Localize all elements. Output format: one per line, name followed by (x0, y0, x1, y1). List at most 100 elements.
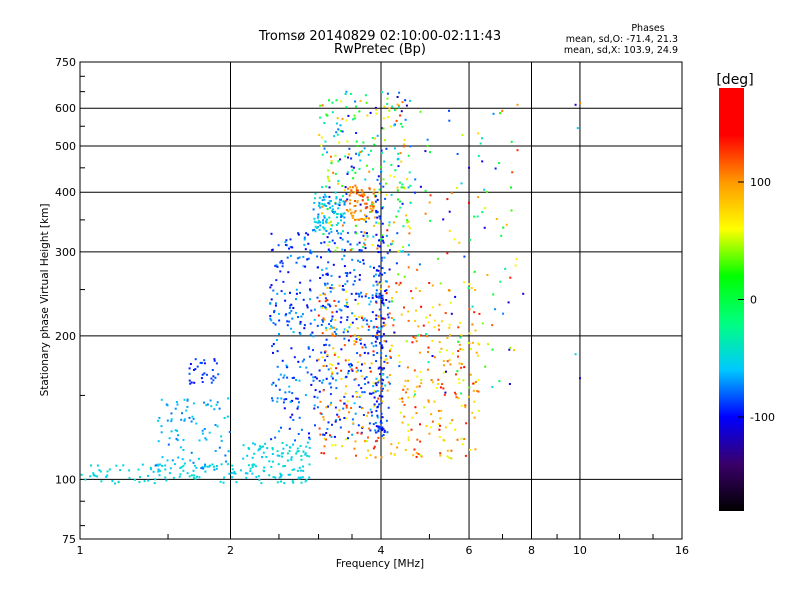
data-point (495, 218, 498, 220)
data-point (280, 480, 283, 483)
data-point (382, 117, 385, 120)
data-point (335, 457, 337, 460)
y-tick-label: 600 (55, 102, 76, 115)
data-point (362, 234, 365, 237)
data-point (413, 369, 416, 372)
data-point (340, 378, 343, 380)
data-point (356, 369, 359, 372)
data-point (265, 456, 268, 458)
data-point (288, 320, 291, 323)
data-point (303, 236, 306, 239)
data-point (464, 404, 467, 407)
data-point (396, 103, 399, 106)
data-point (288, 312, 291, 315)
data-point (367, 381, 370, 384)
data-point (327, 261, 330, 264)
data-point (398, 365, 401, 368)
data-point (312, 349, 314, 352)
data-point (388, 224, 391, 227)
data-point (448, 422, 451, 425)
data-point (331, 334, 334, 337)
data-point (446, 198, 449, 201)
data-point (397, 442, 400, 445)
x-tick-label: 6 (466, 544, 473, 557)
data-point (379, 426, 382, 429)
data-point (186, 472, 189, 475)
data-point (412, 454, 415, 457)
data-point (375, 326, 378, 328)
data-point (401, 183, 404, 186)
data-point (382, 317, 385, 320)
data-point (407, 266, 410, 269)
data-point (281, 452, 284, 455)
data-point (180, 418, 183, 421)
data-point (323, 437, 326, 440)
data-point (481, 322, 484, 325)
data-point (188, 372, 191, 375)
x-tick-labels: 1 2 4 6 8 10 16 (77, 544, 690, 557)
data-point (168, 472, 171, 475)
data-point (295, 311, 297, 314)
data-point (183, 418, 186, 421)
data-point (166, 459, 169, 462)
data-point (320, 144, 323, 147)
data-point (404, 448, 407, 451)
data-point (402, 388, 405, 391)
data-point (360, 249, 363, 252)
data-point (326, 175, 329, 178)
data-point (370, 411, 373, 414)
data-point (321, 199, 324, 202)
data-point (334, 249, 337, 252)
data-point (171, 459, 174, 462)
data-point (177, 456, 180, 459)
data-point (192, 402, 195, 405)
data-point (459, 348, 462, 351)
data-point (393, 109, 396, 112)
data-point (96, 464, 99, 467)
data-point (360, 337, 363, 340)
data-point (323, 198, 326, 201)
data-point (450, 312, 453, 315)
data-point (415, 340, 418, 343)
data-point (288, 247, 291, 250)
data-point (380, 166, 383, 169)
data-point (271, 248, 274, 251)
data-point (510, 186, 512, 189)
data-point (329, 393, 332, 396)
data-point (455, 396, 458, 399)
data-point (328, 344, 331, 347)
data-point (443, 364, 445, 367)
data-point (377, 269, 380, 272)
data-point (356, 327, 359, 330)
data-point (375, 233, 378, 236)
data-point (361, 190, 364, 193)
data-point (321, 306, 323, 309)
data-point (359, 394, 362, 397)
data-point (316, 266, 319, 269)
data-point (358, 218, 361, 221)
data-point (363, 231, 366, 234)
data-points (80, 90, 581, 485)
data-point (382, 333, 385, 336)
data-point (366, 196, 369, 199)
data-point (460, 437, 463, 440)
data-point (511, 171, 514, 174)
data-point (353, 334, 356, 337)
data-point (446, 337, 449, 339)
data-point (409, 99, 412, 102)
data-point (290, 458, 293, 461)
data-point (272, 351, 274, 354)
data-point (111, 480, 114, 482)
data-point (376, 134, 379, 137)
data-point (289, 291, 291, 294)
data-point (319, 400, 322, 403)
data-point (375, 400, 378, 403)
data-point (133, 478, 136, 481)
data-point (356, 243, 359, 246)
data-point (347, 156, 349, 159)
data-point (364, 440, 366, 443)
data-point (411, 416, 414, 419)
data-point (158, 469, 161, 472)
data-point (349, 202, 351, 205)
data-point (164, 476, 167, 479)
